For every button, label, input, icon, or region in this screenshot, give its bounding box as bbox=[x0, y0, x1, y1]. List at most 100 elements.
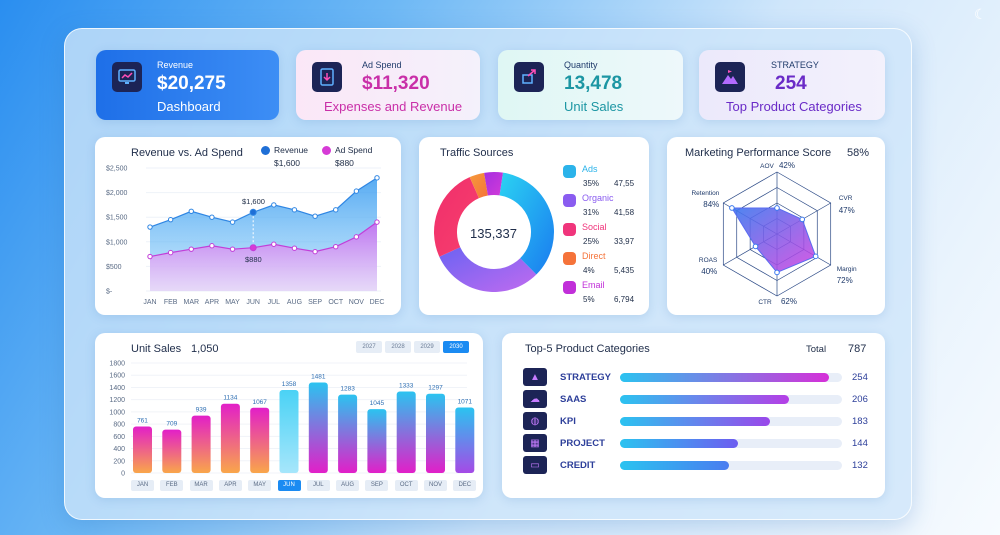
radar-point bbox=[812, 253, 819, 260]
y-tick-label: 400 bbox=[113, 446, 125, 453]
cloud-icon: ☁ bbox=[523, 390, 547, 408]
traffic-legend-value: 5,435 bbox=[614, 266, 635, 275]
x-tick-label: FEB bbox=[164, 299, 178, 306]
month-button-apr[interactable]: APR bbox=[218, 480, 242, 491]
marketing-score: 58% bbox=[847, 147, 870, 159]
traffic-email-icon bbox=[563, 281, 576, 294]
month-button-jul[interactable]: JUL bbox=[306, 480, 330, 491]
month-button-aug[interactable]: AUG bbox=[336, 480, 360, 491]
month-button-sep[interactable]: SEP bbox=[365, 480, 389, 491]
year-button-2029[interactable]: 2029 bbox=[414, 341, 440, 353]
unit-sales-total: 1,050 bbox=[191, 343, 219, 355]
marketing-title: Marketing Performance Score bbox=[685, 147, 832, 159]
revenue-point bbox=[188, 208, 194, 214]
donut-slice-direct bbox=[469, 172, 488, 199]
radar-axis-label: CVR bbox=[839, 195, 853, 202]
radar-point bbox=[774, 205, 780, 211]
year-button-2028[interactable]: 2028 bbox=[385, 341, 411, 353]
board-icon: ▦ bbox=[523, 434, 547, 452]
x-tick-label: JAN bbox=[143, 299, 156, 306]
radar-axis-value: 72% bbox=[837, 276, 853, 285]
month-button-may[interactable]: MAY bbox=[248, 480, 272, 491]
x-tick-label: JUL bbox=[268, 299, 281, 306]
bar-data-label: 939 bbox=[196, 407, 207, 414]
radar-axis-value: 84% bbox=[703, 200, 719, 209]
kpi-adspend-card[interactable]: Ad Spend $11,320 Expenses and Revenue bbox=[296, 50, 480, 120]
unit-sales-bar bbox=[279, 390, 299, 473]
kpi-value: $20,275 bbox=[157, 73, 226, 94]
bar-data-label: 1071 bbox=[458, 399, 473, 406]
bar-data-label: 1481 bbox=[311, 373, 326, 380]
year-button-2030[interactable]: 2030 bbox=[443, 341, 469, 353]
top5-item-track bbox=[620, 395, 842, 404]
x-tick-label: MAY bbox=[225, 299, 240, 306]
radar-point bbox=[752, 243, 759, 250]
top5-item-bar bbox=[620, 373, 829, 382]
revenue-line bbox=[149, 177, 378, 228]
moon-icon[interactable]: ☾ bbox=[974, 6, 987, 22]
bar-data-label: 1358 bbox=[282, 381, 297, 388]
month-button-jan[interactable]: JAN bbox=[131, 480, 154, 491]
revenue-point bbox=[167, 216, 174, 223]
legend-adspend-dot bbox=[322, 146, 331, 155]
top5-card bbox=[502, 333, 885, 498]
adspend-point bbox=[291, 245, 298, 251]
month-button-jun[interactable]: JUN bbox=[277, 480, 301, 491]
donut-slice-ads bbox=[499, 172, 554, 275]
adspend-point bbox=[312, 248, 318, 255]
donut-slice-organic bbox=[439, 247, 537, 292]
y-tick-label: 1800 bbox=[109, 361, 125, 368]
bar-data-label: 1067 bbox=[252, 399, 267, 406]
top5-item-value: 132 bbox=[852, 460, 868, 471]
top5-item-label: STRATEGY bbox=[560, 372, 612, 383]
adspend-area bbox=[150, 222, 377, 291]
revenue-point bbox=[271, 202, 277, 208]
month-button-nov[interactable]: NOV bbox=[424, 480, 447, 491]
unit-sales-title: Unit Sales bbox=[131, 343, 182, 355]
bar-data-label: 1333 bbox=[399, 383, 414, 390]
kpi-label: Ad Spend bbox=[362, 60, 402, 70]
y-tick-label: 1200 bbox=[109, 397, 125, 404]
adspend-point bbox=[249, 244, 257, 252]
top5-item-track bbox=[620, 461, 842, 470]
x-tick-label: NOV bbox=[349, 299, 365, 306]
traffic-legend-name: Social bbox=[582, 222, 607, 232]
x-tick-label: MAR bbox=[183, 299, 199, 306]
credit-card-icon: ▭ bbox=[523, 456, 547, 474]
kpi-quantity-card[interactable]: Quantity 13,478 Unit Sales bbox=[498, 50, 683, 120]
radar-point bbox=[774, 269, 780, 276]
y-tick-label: 1400 bbox=[109, 385, 125, 392]
kpi-strategy-card[interactable]: STRATEGY 254 Top Product Categories bbox=[699, 50, 885, 120]
revenue-point bbox=[333, 207, 339, 213]
unit-sales-bar bbox=[308, 382, 328, 473]
y-tick-label: $2,000 bbox=[106, 190, 128, 197]
kpi-revenue-card[interactable]: Revenue $20,275 Dashboard bbox=[96, 50, 279, 120]
traffic-legend-pct: 5% bbox=[583, 295, 595, 304]
y-tick-label: 0 bbox=[121, 471, 125, 478]
month-button-feb[interactable]: FEB bbox=[160, 480, 184, 491]
top5-item-label: KPI bbox=[560, 416, 576, 427]
top5-item-track bbox=[620, 417, 842, 426]
revenue-point bbox=[209, 214, 215, 220]
top5-title: Top-5 Product Categories bbox=[525, 343, 650, 355]
radar-axis-value: 40% bbox=[701, 267, 717, 276]
month-button-dec[interactable]: DEC bbox=[453, 480, 477, 491]
adspend-line bbox=[149, 221, 378, 258]
top5-item-bar bbox=[620, 439, 739, 448]
legend-revenue-label: Revenue bbox=[274, 145, 309, 155]
traffic-legend-pct: 31% bbox=[583, 208, 600, 217]
adspend-point bbox=[147, 253, 153, 260]
year-button-2027[interactable]: 2027 bbox=[356, 341, 382, 353]
legend-revenue-dot bbox=[261, 146, 270, 155]
y-tick-label: 600 bbox=[113, 434, 125, 441]
adspend-point bbox=[229, 246, 236, 252]
traffic-legend-pct: 4% bbox=[583, 266, 595, 275]
kpi-value: $11,320 bbox=[362, 73, 430, 94]
unit-sales-bar bbox=[367, 409, 387, 473]
unit-sales-bar bbox=[220, 403, 240, 473]
month-button-oct[interactable]: OCT bbox=[394, 480, 418, 491]
radar-axis-label: AOV bbox=[760, 163, 774, 170]
month-button-mar[interactable]: MAR bbox=[189, 480, 213, 491]
top5-item-value: 206 bbox=[852, 394, 868, 405]
top5-item-bar bbox=[620, 461, 729, 470]
